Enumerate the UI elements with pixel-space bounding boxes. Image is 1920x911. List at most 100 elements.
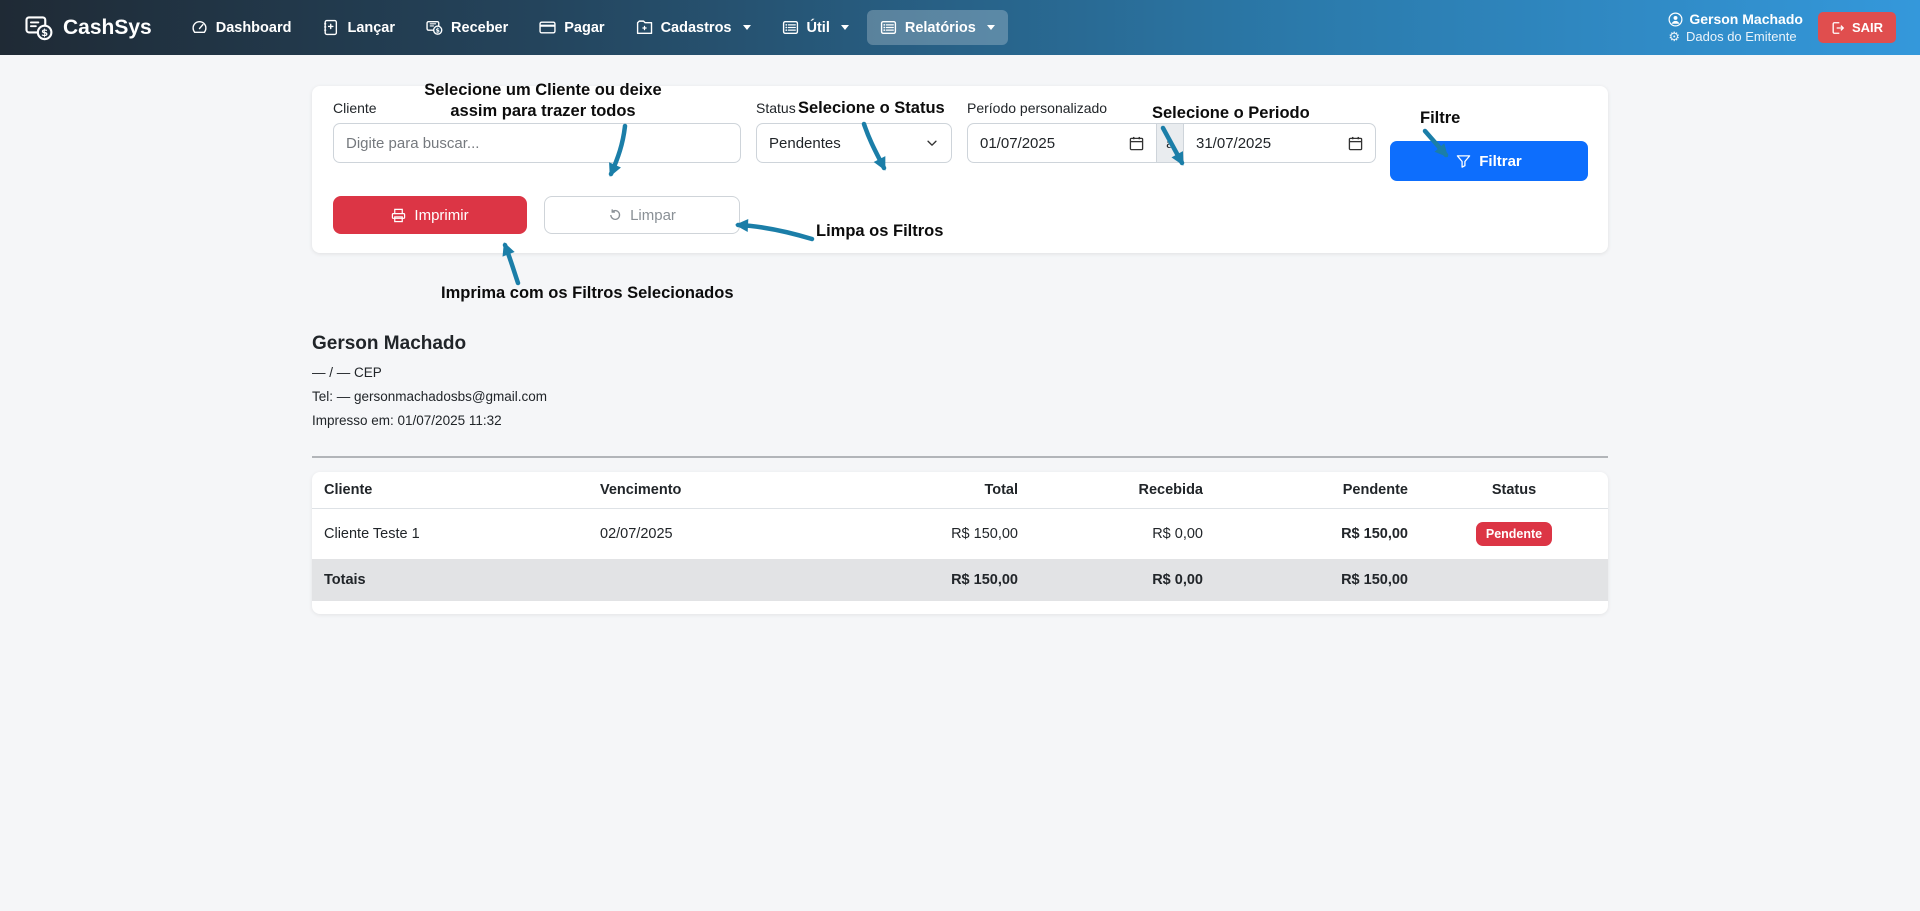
date-range-separator: a	[1156, 123, 1184, 163]
cell-cliente: Cliente Teste 1	[324, 526, 420, 542]
periodo-label: Período personalizado	[967, 100, 1108, 116]
cash-icon: $	[426, 19, 443, 36]
nav-item-label: Receber	[451, 19, 509, 36]
cliente-field-group: Cliente	[333, 100, 741, 163]
totals-total: R$ 150,00	[830, 559, 1030, 601]
nav-item-relatorios[interactable]: Relatórios	[866, 10, 1008, 45]
chevron-down-icon	[840, 25, 849, 30]
report-table: Cliente Vencimento Total Recebida Penden…	[312, 472, 1608, 601]
brand-logo[interactable]: $ CashSys	[24, 13, 152, 43]
status-badge: Pendente	[1475, 522, 1553, 546]
calendar-icon[interactable]	[1348, 136, 1363, 151]
status-label: Status	[756, 100, 796, 116]
nav-item-util[interactable]: Útil	[769, 10, 862, 45]
emitter-settings-link[interactable]: ⚙ Dados do Emitente	[1668, 29, 1796, 44]
printer-icon	[391, 208, 406, 223]
nav-item-label: Pagar	[564, 19, 605, 36]
imprimir-label: Imprimir	[414, 206, 469, 224]
cash-register-icon: $	[24, 13, 54, 43]
nav-item-receber[interactable]: $ Receber	[413, 10, 521, 45]
cliente-search-input[interactable]	[333, 123, 741, 163]
annotation-limpar: Limpa os Filtros	[816, 222, 944, 240]
nav-item-label: Cadastros	[660, 19, 732, 36]
col-header-cliente: Cliente	[312, 472, 588, 509]
col-header-status: Status	[1420, 472, 1608, 509]
chevron-down-icon	[925, 136, 939, 150]
calendar-icon[interactable]	[1129, 136, 1144, 151]
printed-at: Impresso em: 01/07/2025 11:32	[312, 413, 502, 428]
folder-plus-icon	[636, 19, 653, 36]
report-header: Gerson Machado — / — CEP Tel: — gersonma…	[312, 333, 547, 437]
credit-card-icon	[539, 19, 556, 36]
status-select[interactable]: Pendentes	[756, 123, 952, 163]
nav-item-dashboard[interactable]: Dashboard	[178, 10, 305, 45]
nav-item-cadastros[interactable]: Cadastros	[623, 10, 764, 45]
cell-total: R$ 150,00	[951, 526, 1018, 542]
emitter-name: Gerson Machado	[312, 333, 467, 354]
user-block[interactable]: Gerson Machado ⚙ Dados do Emitente	[1668, 11, 1803, 44]
annotation-periodo: Selecione o Periodo	[1152, 104, 1310, 122]
date-to-value: 31/07/2025	[1196, 134, 1272, 152]
gear-icon: ⚙	[1668, 29, 1680, 44]
navbar: $ CashSys Dashboard Lançar $ Receber	[0, 0, 1920, 55]
annotation-imprimir: Imprima com os Filtros Selecionados	[441, 284, 734, 302]
svg-text:$: $	[436, 27, 440, 34]
table-header-row: Cliente Vencimento Total Recebida Penden…	[312, 472, 1608, 509]
cell-pendente: R$ 150,00	[1341, 526, 1408, 542]
person-circle-icon	[1668, 12, 1683, 27]
user-subtitle: Dados do Emitente	[1686, 29, 1797, 44]
table-row: Cliente Teste 1 02/07/2025 R$ 150,00 R$ …	[312, 509, 1608, 560]
nav-menu: Dashboard Lançar $ Receber Pagar Cadastr…	[178, 10, 1008, 45]
chevron-down-icon	[742, 25, 751, 30]
filtrar-button[interactable]: Filtrar	[1390, 141, 1588, 181]
col-header-pendente: Pendente	[1215, 472, 1420, 509]
report-table-card: Cliente Vencimento Total Recebida Penden…	[312, 472, 1608, 614]
reset-icon	[608, 208, 622, 222]
emitter-contact: Tel: — gersonmachadosbs@gmail.com	[312, 389, 548, 404]
cell-recebida: R$ 0,00	[1152, 526, 1203, 542]
nav-item-label: Relatórios	[904, 19, 976, 36]
nav-item-label: Dashboard	[215, 19, 292, 36]
limpar-button[interactable]: Limpar	[544, 196, 740, 234]
filtrar-label: Filtrar	[1479, 152, 1522, 170]
nav-item-label: Útil	[806, 19, 830, 36]
nav-item-lancar[interactable]: Lançar	[309, 10, 408, 45]
col-header-vencimento: Vencimento	[588, 472, 830, 509]
date-to-input[interactable]: 31/07/2025	[1183, 123, 1376, 163]
brand-name: CashSys	[63, 15, 152, 39]
chevron-down-icon	[986, 25, 995, 30]
col-header-recebida: Recebida	[1030, 472, 1215, 509]
date-from-input[interactable]: 01/07/2025	[967, 123, 1157, 163]
totals-row: Totais R$ 150,00 R$ 0,00 R$ 150,00	[312, 559, 1608, 601]
col-header-total: Total	[830, 472, 1030, 509]
logout-button[interactable]: SAIR	[1817, 12, 1896, 43]
status-field-group: Status Pendentes	[756, 100, 952, 163]
user-name: Gerson Machado	[1689, 11, 1803, 27]
cell-vencimento: 02/07/2025	[600, 526, 673, 542]
filter-panel: Cliente Status Pendentes Período persona…	[312, 86, 1608, 253]
journal-plus-icon	[322, 19, 339, 36]
annotation-filtre: Filtre	[1420, 109, 1461, 127]
nav-item-pagar[interactable]: Pagar	[526, 10, 617, 45]
limpar-label: Limpar	[630, 206, 676, 224]
cell-status: Pendente	[1420, 509, 1608, 560]
box-arrow-right-icon	[1831, 21, 1845, 35]
totals-recebida: R$ 0,00	[1030, 559, 1215, 601]
annotation-status: Selecione o Status	[798, 99, 945, 117]
logout-label: SAIR	[1851, 20, 1883, 35]
periodo-field-group: Período personalizado 01/07/2025 a 31/07…	[967, 100, 1378, 163]
status-selected-value: Pendentes	[769, 134, 841, 152]
annotation-cliente: Selecione um Cliente ou deixe assim para…	[424, 81, 662, 120]
imprimir-button[interactable]: Imprimir	[333, 196, 527, 234]
totals-pendente: R$ 150,00	[1215, 559, 1420, 601]
card-list-icon	[782, 19, 799, 36]
funnel-icon	[1456, 154, 1471, 169]
svg-text:$: $	[41, 27, 48, 38]
divider	[312, 456, 1608, 458]
card-list-icon	[880, 19, 897, 36]
nav-item-label: Lançar	[347, 19, 396, 36]
speedometer-icon	[191, 19, 208, 36]
cliente-label: Cliente	[333, 100, 377, 116]
navbar-right: Gerson Machado ⚙ Dados do Emitente SAIR	[1668, 11, 1896, 44]
totals-label: Totais	[312, 559, 588, 601]
